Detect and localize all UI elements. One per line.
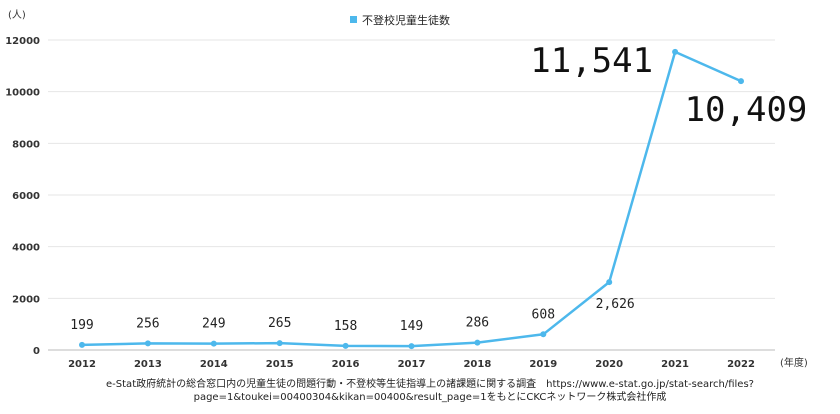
series-path	[81, 50, 742, 348]
x-tick-label: 2016	[332, 359, 360, 370]
data-point	[540, 331, 547, 338]
legend-label: 不登校児童生徒数	[362, 13, 450, 27]
x-axis-unit: (年度)	[780, 356, 808, 369]
x-tick-label: 2019	[529, 359, 557, 370]
data-label: 149	[400, 319, 423, 334]
x-tick-label: 2021	[661, 359, 689, 370]
data-label: 265	[268, 316, 291, 331]
data-point	[738, 78, 744, 85]
series-line	[79, 48, 744, 350]
data-point	[210, 340, 217, 347]
x-axis-ticks: 2012 2013 2014 2015 2016 2017 2018 2019 2020 2021…	[68, 359, 755, 370]
x-tick-label: 2022	[727, 359, 755, 370]
data-label: 286	[466, 316, 489, 331]
data-label: 608	[532, 307, 555, 322]
grid-lines	[48, 39, 775, 351]
data-label: 158	[334, 319, 357, 334]
data-label: 249	[202, 317, 225, 332]
data-point	[606, 279, 613, 286]
legend-swatch	[350, 16, 357, 23]
source-note: e-Stat政府統計の総合窓口内の児童生徒の問題行動・不登校等生徒指導上の諸課題…	[106, 379, 754, 403]
data-point	[79, 341, 85, 348]
y-tick-label: 10000	[5, 88, 40, 99]
x-tick-label: 2014	[200, 359, 228, 370]
data-label: 2,626	[596, 297, 635, 312]
x-tick-label: 2020	[595, 359, 623, 370]
y-tick-label: 6000	[12, 191, 40, 202]
x-tick-label: 2012	[68, 359, 96, 370]
y-tick-label: 12000	[5, 36, 40, 47]
y-axis-ticks: 0 2000 4000 6000 8000 10000 12000	[5, 36, 40, 357]
y-tick-label: 2000	[12, 294, 40, 305]
y-tick-label: 4000	[12, 243, 40, 254]
data-label: 199	[70, 318, 93, 333]
y-tick-label: 0	[33, 346, 40, 357]
x-tick-label: 2018	[463, 359, 491, 370]
data-labels: 199 256 249 265 158 149 286 608 2,626 11,541 10,40…	[70, 41, 807, 334]
data-point	[276, 340, 283, 347]
x-tick-label: 2015	[266, 359, 294, 370]
x-tick-label: 2013	[134, 359, 162, 370]
data-point	[144, 340, 151, 347]
data-point	[342, 342, 349, 349]
y-tick-label: 8000	[12, 139, 40, 150]
data-label: 10,409	[685, 90, 808, 130]
data-label: 11,541	[530, 41, 653, 81]
y-axis-unit: (人)	[8, 9, 26, 21]
data-point	[672, 48, 679, 55]
data-label: 256	[136, 316, 159, 331]
x-tick-label: 2017	[398, 359, 426, 370]
data-point	[408, 343, 415, 350]
data-point	[474, 339, 481, 346]
legend: 不登校児童生徒数	[350, 13, 450, 27]
